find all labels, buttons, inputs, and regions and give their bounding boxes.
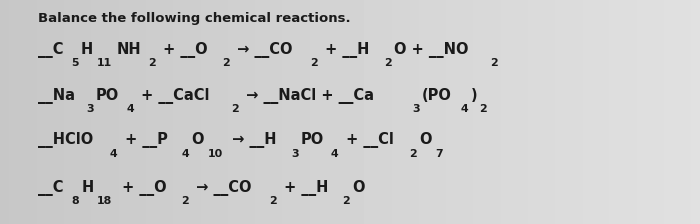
Text: → __NaCl + __Ca: → __NaCl + __Ca — [241, 88, 374, 104]
Text: 2: 2 — [231, 104, 239, 114]
Text: 4: 4 — [126, 104, 134, 114]
Text: 3: 3 — [86, 104, 94, 114]
Text: O + __NO: O + __NO — [394, 42, 468, 58]
Text: + __Cl: + __Cl — [341, 132, 393, 149]
Text: 2: 2 — [148, 58, 156, 68]
Text: 7: 7 — [435, 149, 442, 159]
Text: 10: 10 — [207, 149, 223, 159]
Text: 4: 4 — [461, 104, 468, 114]
Text: 2: 2 — [479, 104, 487, 114]
Text: H: H — [81, 179, 94, 194]
Text: 2: 2 — [181, 196, 188, 206]
Text: 4: 4 — [110, 149, 118, 159]
Text: 2: 2 — [342, 196, 350, 206]
Text: O: O — [191, 132, 204, 147]
Text: 5: 5 — [71, 58, 79, 68]
Text: O: O — [353, 179, 365, 194]
Text: 11: 11 — [97, 58, 112, 68]
Text: + __H: + __H — [279, 179, 328, 196]
Text: O: O — [419, 132, 431, 147]
Text: ): ) — [470, 88, 477, 103]
Text: 2: 2 — [223, 58, 230, 68]
Text: (PO: (PO — [422, 88, 452, 103]
Text: + __P: + __P — [120, 132, 167, 149]
Text: H: H — [81, 42, 93, 57]
Text: 3: 3 — [412, 104, 420, 114]
Text: __C: __C — [38, 42, 64, 58]
Text: → __H: → __H — [227, 132, 276, 149]
Text: 2: 2 — [310, 58, 319, 68]
Text: → __CO: → __CO — [232, 42, 293, 58]
Text: 8: 8 — [71, 196, 79, 206]
Text: NH: NH — [117, 42, 141, 57]
Text: Balance the following chemical reactions.: Balance the following chemical reactions… — [38, 12, 351, 25]
Text: 2: 2 — [384, 58, 392, 68]
Text: 2: 2 — [269, 196, 276, 206]
Text: + __CaCl: + __CaCl — [136, 88, 209, 104]
Text: 4: 4 — [331, 149, 338, 159]
Text: PO: PO — [301, 132, 324, 147]
Text: 3: 3 — [291, 149, 298, 159]
Text: 18: 18 — [97, 196, 112, 206]
Text: + __O: + __O — [117, 179, 167, 196]
Text: __Na: __Na — [38, 88, 76, 104]
Text: 2: 2 — [409, 149, 416, 159]
Text: 4: 4 — [181, 149, 189, 159]
Text: → __CO: → __CO — [191, 179, 251, 196]
Text: PO: PO — [96, 88, 119, 103]
Text: 2: 2 — [490, 58, 498, 68]
Text: __HClO: __HClO — [38, 132, 94, 149]
Text: + __O: + __O — [158, 42, 208, 58]
Text: + __H: + __H — [321, 42, 370, 58]
Text: __C: __C — [38, 179, 64, 196]
